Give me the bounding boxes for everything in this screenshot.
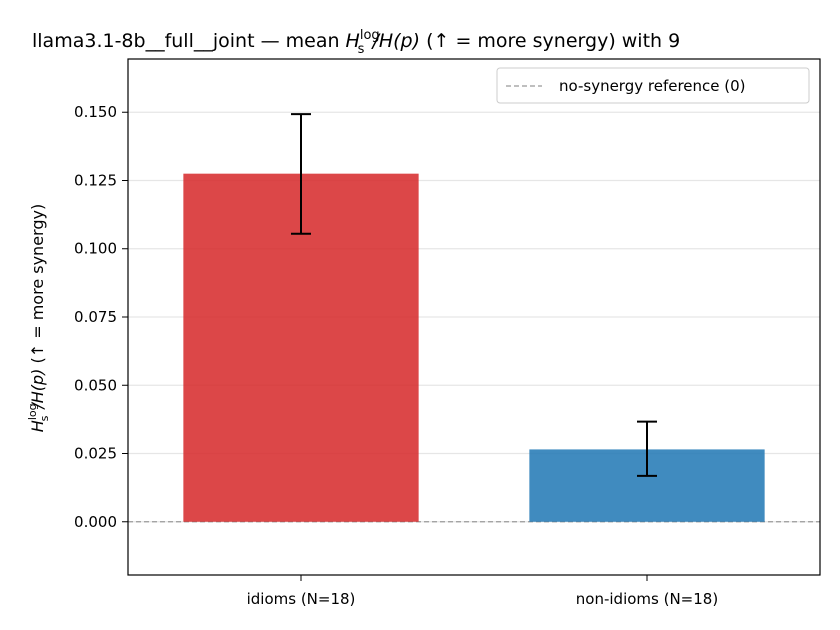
ylabel-sup: log <box>26 403 39 420</box>
bars <box>183 173 765 522</box>
y-tick-label: 0.100 <box>74 240 117 258</box>
x-ticks: idioms (N=18) non-idioms (N=18) <box>247 575 718 608</box>
legend-label: no-synergy reference (0) <box>559 77 746 95</box>
chart-title: llama3.1-8b__full__joint — mean Hlog s/H(… <box>32 28 680 57</box>
y-tick-label: 0.050 <box>74 376 117 394</box>
legend-box <box>496 67 810 104</box>
error-bars <box>291 113 657 477</box>
ylabel-tail: (↑ = more synergy) <box>28 204 47 369</box>
chart-title-sup: log <box>360 28 380 43</box>
y-tick-label: 0.125 <box>74 171 117 189</box>
y-tick-label: 0.075 <box>74 308 117 326</box>
chart-title-sub: s <box>358 42 365 57</box>
chart-title-ratio: /H(p) <box>370 30 420 52</box>
y-tick-label: 0.150 <box>74 103 117 121</box>
y-axis-label: Hlogs/H(p) (↑ = more synergy) <box>26 204 51 432</box>
ylabel-ratio: /H(p) <box>28 369 47 411</box>
x-tick-label: non-idioms (N=18) <box>576 590 718 608</box>
legend: no-synergy reference (0) <box>496 67 810 104</box>
x-tick-label: idioms (N=18) <box>247 590 356 608</box>
chart-title-tail: (↑ = more synergy) with 9 <box>420 30 680 52</box>
y-ticks: 0.000 0.025 0.050 0.075 0.100 0.125 0.150 <box>74 103 128 531</box>
y-tick-label: 0.025 <box>74 445 117 463</box>
plot-frame <box>127 58 821 576</box>
chart-title-main: llama3.1-8b__full__joint — mean <box>32 30 346 52</box>
ylabel-sub: s <box>38 415 51 421</box>
ylabel-h: H <box>28 420 47 432</box>
chart-title-h: H <box>346 30 360 52</box>
y-tick-label: 0.000 <box>74 513 117 531</box>
